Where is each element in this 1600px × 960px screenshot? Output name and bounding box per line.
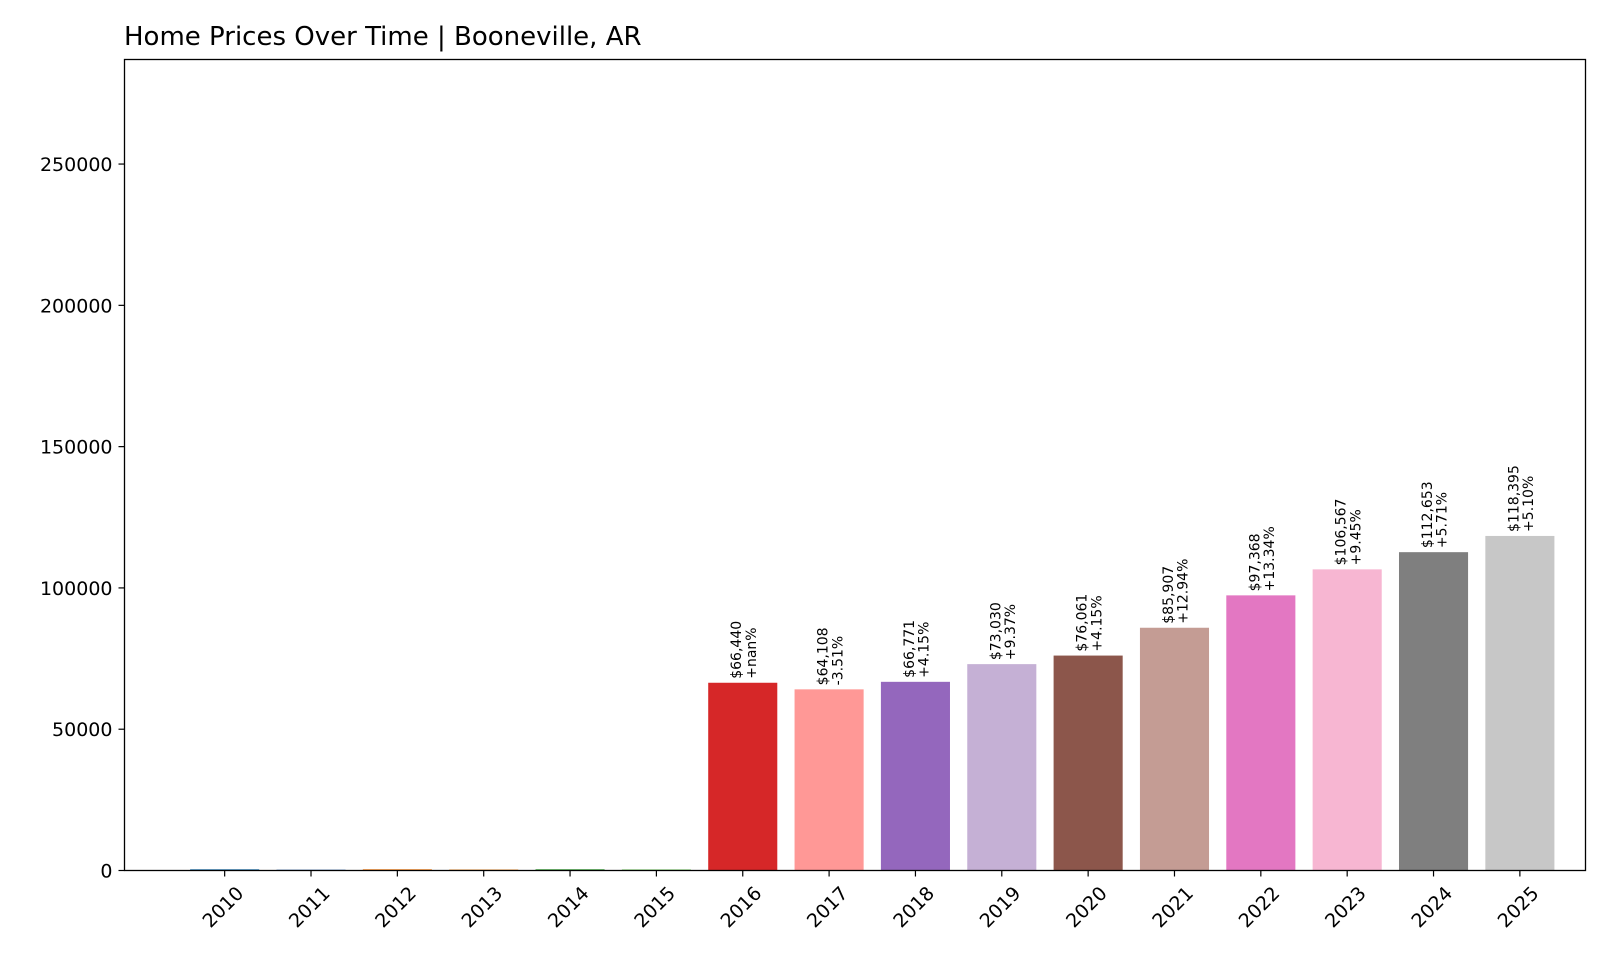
bar-labels-group: $66,440+nan% $64,108-3.51% $66,771+4.15% $7… (729, 465, 1537, 685)
x-tick-label-2010: 2010 (198, 882, 248, 932)
bar-2019 (967, 664, 1037, 871)
bar-2016 (708, 682, 778, 871)
y-tick-label-0: 0 (100, 861, 112, 883)
x-tick-label-2020: 2020 (1062, 882, 1112, 932)
bar-label-2025: $118,395+5.10% (1506, 465, 1537, 532)
y-tick-label-250000: 250000 (40, 154, 113, 176)
bars-group (190, 535, 1555, 871)
bar-label-2022: $97,368+13.34% (1247, 526, 1278, 591)
x-axis: 2010 2011 2012 2013 2014 2015 2016 2017 2018 2019… (198, 870, 1544, 932)
x-tick-label-2017: 2017 (803, 882, 853, 932)
bar-label-2017: $64,108-3.51% (816, 627, 847, 685)
y-tick-label-50000: 50000 (52, 719, 112, 741)
y-tick-label-200000: 200000 (40, 295, 113, 317)
x-tick-label-2011: 2011 (285, 882, 335, 932)
x-tick-label-2013: 2013 (457, 882, 507, 932)
plot-frame (123, 58, 1587, 872)
bar-2018 (880, 681, 950, 871)
y-axis: 0 50000 100000 150000 200000 250000 (40, 154, 125, 883)
x-tick-label-2022: 2022 (1235, 882, 1285, 932)
x-tick-label-2016: 2016 (717, 882, 767, 932)
y-tick-label-150000: 150000 (40, 437, 113, 459)
bar-label-2016: $66,440+nan% (729, 621, 760, 679)
bar-2020 (1053, 655, 1123, 871)
bar-label-2019: $73,030+9.37% (988, 602, 1019, 660)
bar-label-2023: $106,567+9.45% (1334, 499, 1365, 566)
bar-2024 (1398, 552, 1469, 871)
bar-2021 (1139, 627, 1210, 871)
x-tick-label-2025: 2025 (1494, 882, 1544, 932)
chart-title: Home Prices Over Time | Booneville, AR (124, 22, 642, 52)
bar-2017 (794, 689, 864, 871)
bar-2023 (1312, 569, 1382, 871)
x-tick-label-2014: 2014 (544, 882, 594, 932)
x-tick-label-2015: 2015 (630, 882, 680, 932)
x-tick-label-2024: 2024 (1407, 882, 1457, 932)
x-tick-label-2012: 2012 (371, 882, 421, 932)
bar-label-2021: $85,907+12.94% (1161, 559, 1192, 624)
bar-label-2024: $112,653+5.71% (1420, 481, 1451, 548)
x-tick-label-2023: 2023 (1321, 882, 1371, 932)
bar-label-2018: $66,771+4.15% (902, 620, 933, 678)
bar-2022 (1226, 595, 1296, 871)
x-tick-label-2019: 2019 (976, 882, 1026, 932)
bar-label-2020: $76,061+4.15% (1075, 594, 1106, 652)
bar-2025 (1485, 535, 1555, 871)
x-tick-label-2021: 2021 (1148, 882, 1198, 932)
x-tick-label-2018: 2018 (889, 882, 939, 932)
y-tick-label-100000: 100000 (40, 578, 113, 600)
